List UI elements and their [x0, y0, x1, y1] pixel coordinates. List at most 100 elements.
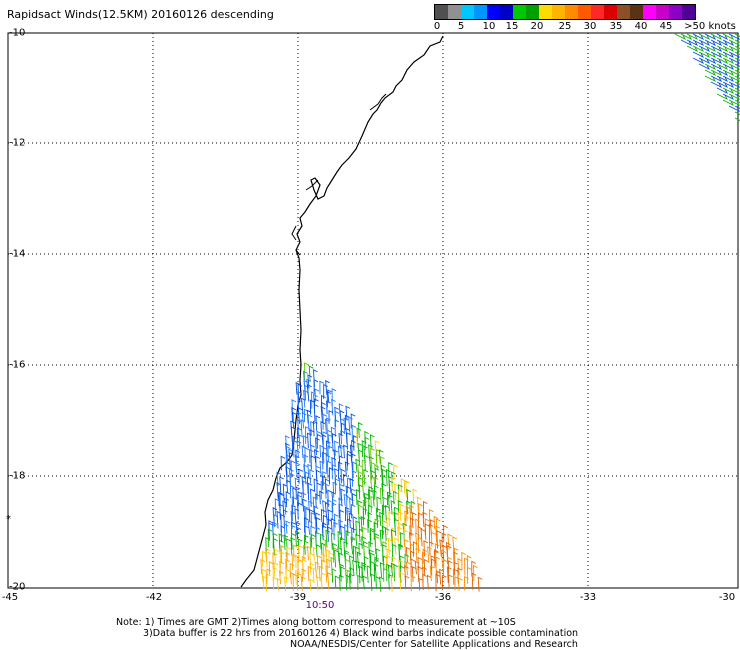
- wind-barb: [307, 432, 312, 449]
- wind-barb: [376, 496, 382, 513]
- legend-swatch: [500, 5, 513, 19]
- legend-label: 0: [433, 21, 441, 32]
- wind-barb: [276, 482, 282, 500]
- wind-barb: [722, 45, 735, 53]
- wind-barb: [394, 483, 399, 501]
- wind-barb: [331, 502, 337, 521]
- wind-barb: [285, 461, 291, 478]
- edge-marker: *: [6, 514, 11, 525]
- wind-barb: [303, 464, 309, 479]
- wind-barb: [331, 568, 337, 583]
- wind-barb: [734, 45, 740, 50]
- wind-barb: [424, 523, 430, 540]
- wind-barb: [349, 497, 354, 514]
- wind-barb: [390, 575, 396, 592]
- wind-barb: [285, 442, 290, 458]
- wind-barb: [301, 558, 307, 576]
- wind-barb: [322, 431, 328, 445]
- wind-barb: [380, 455, 385, 471]
- wind-barb: [423, 558, 429, 576]
- wind-barb: [374, 518, 380, 533]
- wind-barb: [420, 528, 426, 547]
- wind-barb: [398, 511, 403, 528]
- wind-barb: [417, 536, 423, 554]
- legend-swatch: [643, 5, 656, 19]
- wind-barb: [375, 548, 381, 563]
- legend-label: 15: [505, 21, 519, 32]
- wind-barb: [279, 503, 284, 520]
- wind-barb: [348, 416, 353, 435]
- wind-barb: [302, 480, 308, 499]
- wind-barb: [334, 575, 340, 589]
- wind-barb: [716, 69, 729, 77]
- wind-barb: [363, 445, 368, 463]
- wind-barb: [349, 567, 355, 584]
- wind-barb: [320, 420, 326, 435]
- wind-barb: [728, 87, 740, 95]
- wind-barb: [381, 474, 387, 492]
- wind-barb: [293, 439, 298, 458]
- wind-barb: [728, 75, 740, 83]
- wind-barb: [385, 504, 390, 521]
- wind-barb: [734, 117, 740, 122]
- wind-barb: [722, 39, 735, 47]
- wind-barb: [405, 561, 411, 576]
- wind-barb: [307, 374, 313, 389]
- wind-barb: [301, 491, 307, 507]
- wind-barb: [416, 496, 422, 513]
- wind-barb: [337, 461, 343, 480]
- wind-barb: [331, 398, 336, 416]
- wind-barb: [453, 547, 459, 564]
- wind-barb: [467, 566, 472, 584]
- wind-barb: [276, 578, 282, 591]
- wind-barb: [309, 562, 315, 575]
- wind-barb: [327, 445, 333, 463]
- wind-barb: [716, 81, 729, 89]
- wind-barb: [477, 576, 483, 592]
- wind-barb: [391, 527, 397, 543]
- wind-barb: [323, 383, 328, 399]
- wind-barb: [313, 379, 319, 393]
- wind-barb: [381, 519, 387, 536]
- wind-barb: [422, 511, 428, 528]
- wind-barb: [304, 540, 309, 555]
- wind-barb: [402, 529, 408, 547]
- wind-barb: [728, 45, 740, 53]
- wind-barb: [410, 500, 416, 514]
- wind-barb: [295, 486, 301, 500]
- wind-barb: [272, 576, 278, 590]
- wind-barb: [360, 516, 366, 533]
- wind-barb: [374, 467, 380, 485]
- wind-barb: [431, 558, 436, 576]
- wind-barb: [375, 453, 381, 470]
- wind-barb: [288, 452, 294, 470]
- wind-barb: [704, 45, 717, 53]
- wind-barb: [734, 57, 740, 62]
- wind-barb: [330, 518, 336, 533]
- wind-barb: [344, 461, 350, 477]
- wind-barb: [435, 518, 441, 534]
- wind-barb: [368, 456, 374, 473]
- wind-barb: [266, 568, 272, 585]
- wind-barb: [380, 464, 386, 479]
- wind-barb: [321, 553, 326, 569]
- wind-barb: [296, 427, 302, 442]
- wind-barb: [388, 480, 394, 499]
- wind-barb: [471, 572, 477, 590]
- wind-barb: [417, 512, 423, 528]
- wind-barb: [301, 568, 307, 582]
- wind-barb: [330, 426, 336, 443]
- wind-barb: [337, 546, 343, 563]
- wind-barb: [291, 407, 297, 423]
- wind-barb: [304, 362, 309, 380]
- wind-barb: [322, 413, 328, 430]
- wind-barb: [357, 574, 363, 590]
- wind-barb: [384, 527, 390, 541]
- wind-barb: [310, 488, 315, 507]
- wind-barb: [734, 51, 740, 56]
- wind-barb: [309, 448, 314, 464]
- wind-barb: [463, 575, 469, 591]
- wind-barb: [374, 440, 380, 458]
- wind-barb: [321, 401, 326, 415]
